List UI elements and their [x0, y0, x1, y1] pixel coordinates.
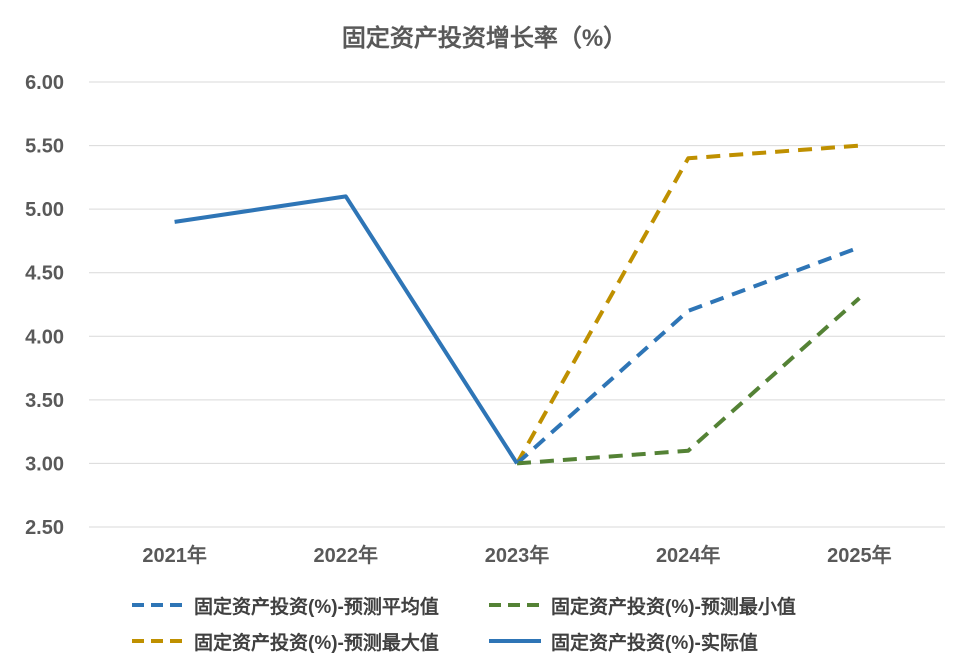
chart-title: 固定资产投资增长率（%） — [341, 25, 628, 52]
series-line-0 — [515, 245, 861, 465]
y-tick-label: 6.00 — [25, 72, 64, 94]
legend-label-min: 固定资产投资(%)-预测最小值 — [551, 596, 796, 618]
y-tick-label: 4.00 — [25, 326, 64, 348]
x-tick-label: 2023年 — [485, 543, 550, 567]
legend-item-average: 固定资产投资(%)-预测平均值 — [132, 590, 439, 620]
legend-label-average: 固定资产投资(%)-预测平均值 — [194, 596, 439, 618]
x-tick-label: 2022年 — [314, 543, 379, 567]
y-tick-label: 5.00 — [25, 199, 64, 221]
chart-legend: 固定资产投资(%)-预测平均值 固定资产投资(%)-预测最小值 固定资产投资(%… — [132, 590, 892, 662]
y-tick-label: 3.00 — [25, 453, 64, 475]
x-tick-label: 2021年 — [142, 543, 207, 567]
legend-label-max: 固定资产投资(%)-预测最大值 — [194, 632, 439, 654]
legend-swatch-actual — [489, 639, 541, 643]
x-tick-label: 2025年 — [827, 543, 892, 567]
y-tick-label: 4.50 — [25, 263, 64, 285]
x-tick-label: 2024年 — [656, 543, 721, 567]
legend-swatch-average — [132, 603, 184, 607]
legend-label-actual: 固定资产投资(%)-实际值 — [551, 632, 758, 654]
series-line-3 — [174, 194, 519, 465]
y-tick-label: 5.50 — [25, 136, 64, 158]
legend-item-actual: 固定资产投资(%)-实际值 — [489, 626, 758, 656]
legend-item-min: 固定资产投资(%)-预测最小值 — [489, 590, 796, 620]
legend-swatch-min — [489, 603, 541, 607]
series-line-2 — [515, 143, 860, 465]
line-chart: 2.50 3.00 3.50 4.00 4.50 5.00 5.50 6.00 2021年 202… — [25, 72, 945, 567]
y-tick-label: 3.50 — [25, 390, 64, 412]
legend-swatch-max — [132, 639, 184, 643]
legend-item-max: 固定资产投资(%)-预测最大值 — [132, 626, 439, 656]
series-line-1 — [516, 296, 861, 466]
y-tick-label: 2.50 — [25, 517, 64, 539]
